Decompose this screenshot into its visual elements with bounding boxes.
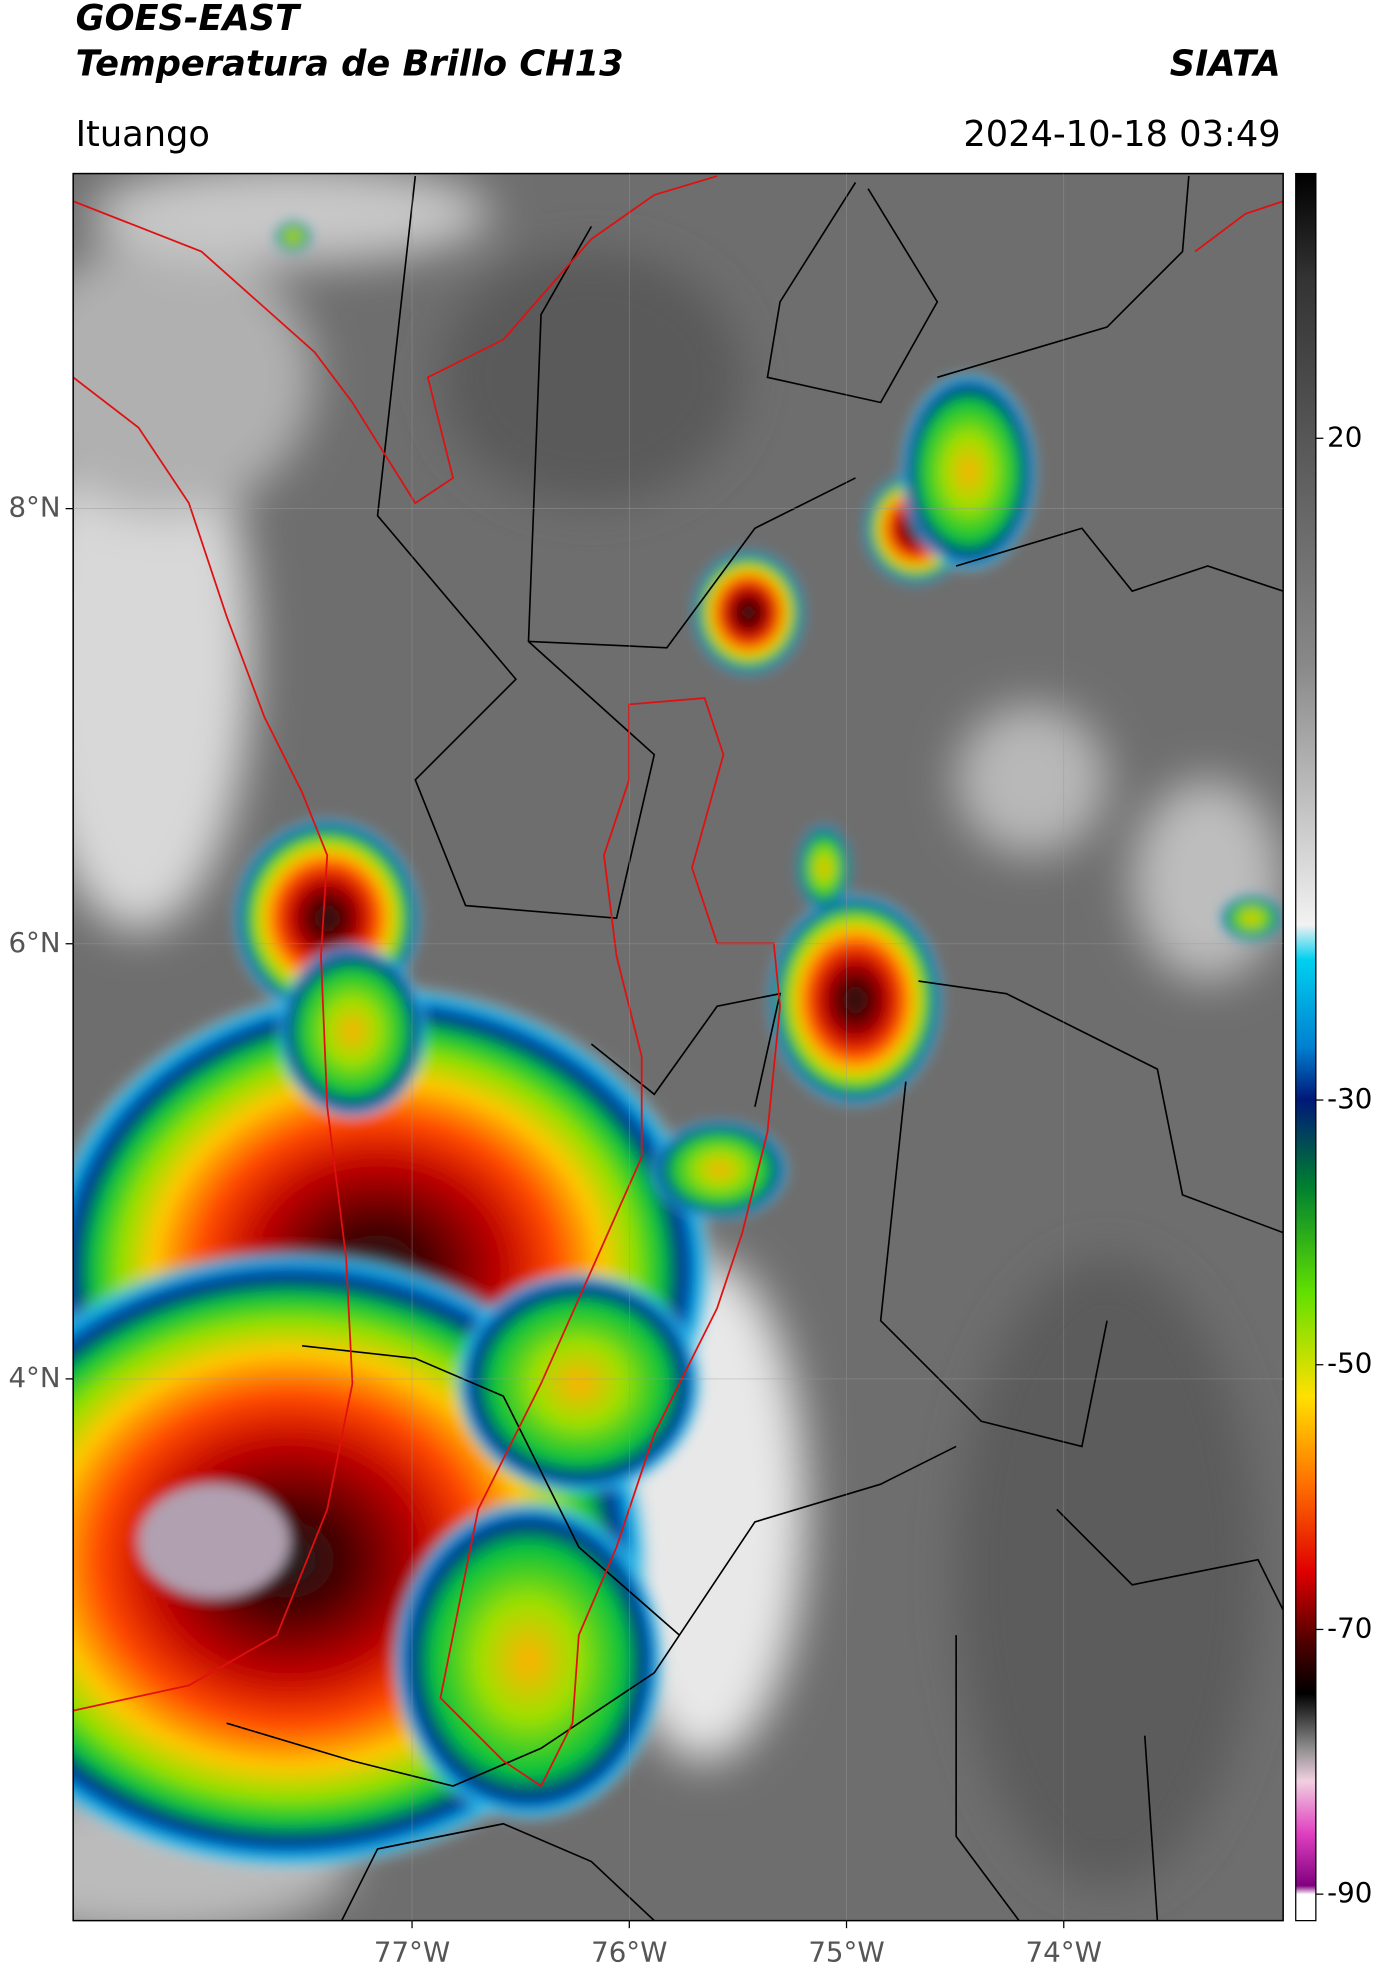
x-tick-label: 74°W (1026, 1935, 1102, 1968)
x-tick-label: 75°W (808, 1935, 884, 1968)
colorbar-tick-label: -50 (1327, 1347, 1372, 1380)
location: Ituango (76, 114, 210, 155)
y-tick-label: 6°N (8, 926, 60, 959)
colorbar-tick-label: 20 (1327, 420, 1362, 453)
y-tick-label: 8°N (8, 491, 60, 524)
datetime: 2024-10-18 03:49 (963, 114, 1280, 155)
x-tick-label: 76°W (591, 1935, 667, 1968)
colorbar (1295, 172, 1317, 1922)
x-tick-label: 77°W (374, 1935, 450, 1968)
colorbar-tick-label: -90 (1327, 1876, 1372, 1909)
y-tick-label: 4°N (8, 1361, 60, 1394)
map-image (73, 173, 1284, 1921)
org: SIATA (1170, 43, 1281, 84)
subtitle: Temperatura de Brillo CH13 (76, 43, 624, 84)
colorbar-tick-label: -70 (1327, 1611, 1372, 1644)
title: GOES-EAST (76, 0, 302, 39)
colorbar-tick-label: -30 (1327, 1082, 1372, 1115)
map-frame (72, 172, 1284, 1922)
